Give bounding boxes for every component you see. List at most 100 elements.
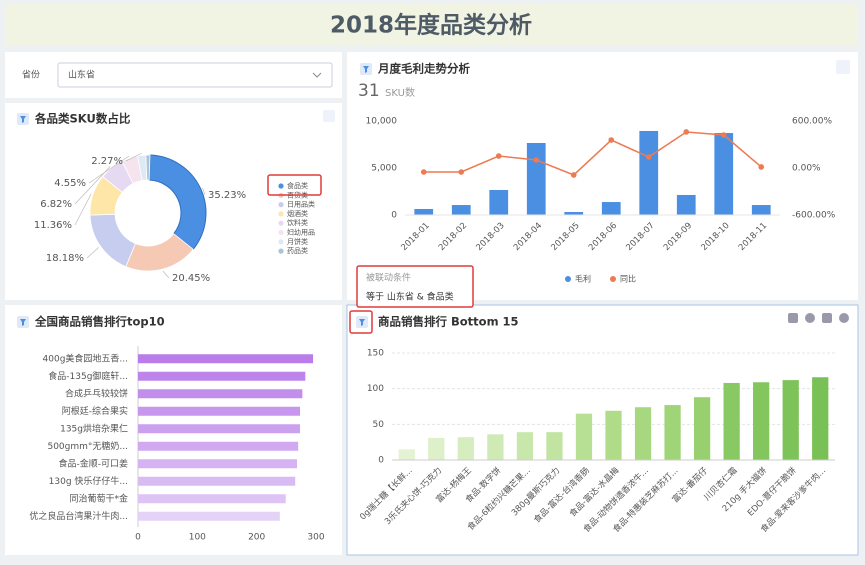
bar <box>782 380 799 460</box>
filter-icon-glyph <box>20 319 26 326</box>
y-tick-label: 优之良品台湾果汁牛肉... <box>29 510 128 522</box>
leader-line <box>125 153 142 162</box>
legend-label: 日用品类 <box>287 200 315 209</box>
x-tick-label: 300 <box>307 533 324 543</box>
legend-label: 同比 <box>620 274 636 284</box>
legend-label: 妇幼用品 <box>287 228 315 237</box>
linkage-popup <box>356 265 474 308</box>
bar <box>601 202 621 215</box>
legend-dot <box>278 183 284 189</box>
link-button[interactable] <box>323 110 335 122</box>
bar <box>634 407 652 460</box>
bar <box>812 377 829 460</box>
bar <box>605 410 622 460</box>
bar <box>723 382 740 460</box>
panel <box>347 52 858 300</box>
bar <box>138 459 298 469</box>
chart-type-button[interactable] <box>836 60 850 74</box>
leader-line <box>202 187 206 196</box>
filter-value: 山东省 <box>68 69 95 81</box>
line-point <box>420 169 427 175</box>
tool-button[interactable] <box>788 313 798 323</box>
bar <box>138 354 314 364</box>
legend-label: 毛利 <box>575 274 591 284</box>
legend-dot <box>278 248 284 254</box>
filter-icon-glyph <box>363 66 369 73</box>
pie-slice <box>145 154 151 181</box>
filter-select[interactable] <box>57 62 333 88</box>
bar <box>516 432 534 460</box>
linkage-title: 被联动条件 <box>366 272 411 284</box>
panel <box>5 103 342 300</box>
tool-button[interactable] <box>839 313 849 323</box>
y-tick-label: 阿根廷-综合果实 <box>62 405 128 417</box>
y2-tick-label: 600.00% <box>792 117 832 127</box>
legend-dot <box>278 220 284 226</box>
bar <box>138 476 296 486</box>
line-point <box>720 132 727 138</box>
line-point <box>758 164 765 170</box>
legend-dot <box>278 229 284 236</box>
bar <box>138 441 299 451</box>
y-tick-label: 100 <box>367 384 384 394</box>
kpi-label: SKU数 <box>385 86 415 99</box>
panel-title: 月度毛利走势分析 <box>377 62 470 76</box>
bar <box>138 389 303 399</box>
line-point <box>570 172 577 178</box>
legend-label: 烟酒类 <box>287 209 308 218</box>
y-tick-label: 5,000 <box>371 164 397 174</box>
legend-label: 月饼类 <box>287 237 308 246</box>
bar <box>664 405 681 460</box>
y-tick-label: 50 <box>373 420 385 430</box>
legend-label: 药品类 <box>287 246 308 255</box>
bar <box>428 437 445 460</box>
line-series <box>423 131 762 176</box>
bar <box>489 189 509 215</box>
panel-title: 商品销售排行 Bottom 15 <box>378 315 519 329</box>
tool-button[interactable] <box>805 313 815 323</box>
leader-line <box>86 247 99 259</box>
line-point <box>608 137 615 143</box>
filter-label: 省份 <box>22 69 40 81</box>
bar <box>451 205 471 215</box>
bar <box>639 130 659 215</box>
page-title: 2018年度品类分析 <box>330 12 532 39</box>
bar <box>138 494 286 504</box>
bar <box>575 413 593 460</box>
x-tick-label: 0 <box>135 533 141 543</box>
bar <box>138 424 300 434</box>
bar <box>138 406 300 416</box>
filter-icon-glyph <box>20 116 26 123</box>
pie-slice <box>148 154 207 251</box>
bar <box>753 382 770 460</box>
panel <box>346 304 859 556</box>
highlight-box <box>349 310 373 334</box>
y-tick-label: 合成乒乓较较饼 <box>65 387 128 399</box>
bar <box>138 371 306 381</box>
bar <box>714 133 734 215</box>
data-label: 4.55% <box>54 178 86 189</box>
bar <box>676 194 696 215</box>
data-label: 11.36% <box>34 220 72 231</box>
kpi-value: 31 <box>358 81 380 101</box>
linkage-text: 等于 山东省 & 食品类 <box>366 291 454 303</box>
y-tick-label: 10,000 <box>366 117 398 127</box>
y-tick-label: 同治葡萄干*金 <box>69 492 128 504</box>
line-point <box>533 157 540 163</box>
x-tick-label: 100 <box>189 533 206 543</box>
line-point <box>458 169 465 175</box>
leader-line <box>74 193 92 226</box>
toolbar <box>788 313 849 323</box>
legend-dot <box>565 276 571 282</box>
tool-button[interactable] <box>822 313 832 323</box>
y2-tick-label: 0.00% <box>792 164 821 174</box>
bar <box>564 211 584 215</box>
y2-tick-label: -600.00% <box>792 211 836 221</box>
line-point <box>683 129 690 135</box>
legend-dot <box>278 211 284 217</box>
panel-title: 各品类SKU数占比 <box>34 112 131 126</box>
y-tick-label: 食品-135g御庭轩... <box>48 370 128 382</box>
legend-dot <box>278 202 284 208</box>
